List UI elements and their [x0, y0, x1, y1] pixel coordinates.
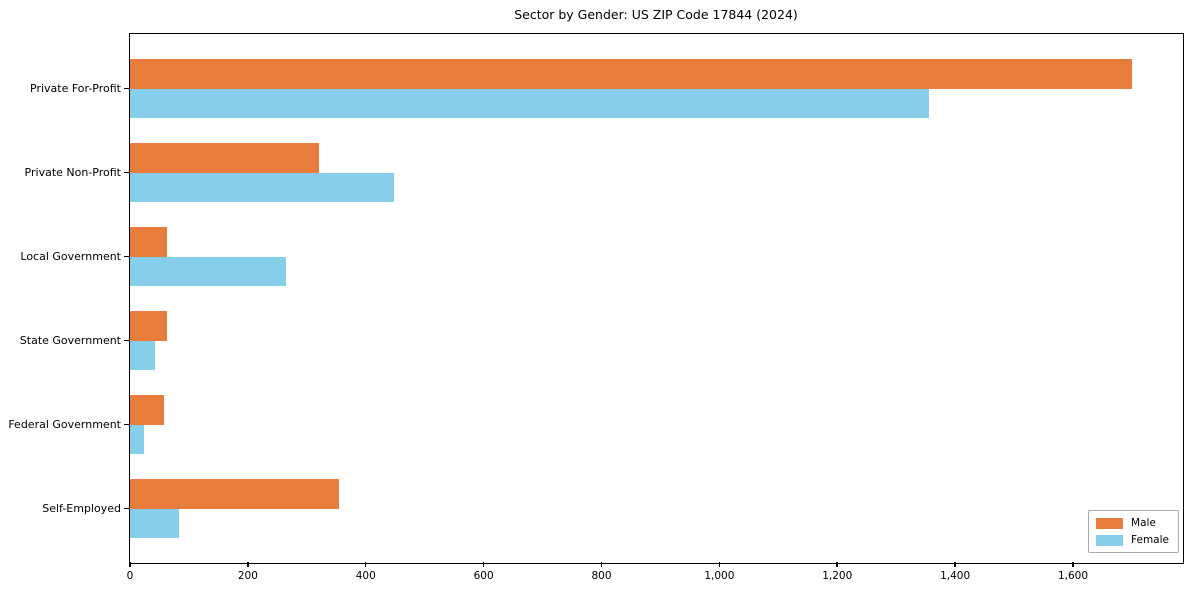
x-tick-label-200: 200 — [237, 570, 258, 582]
bar-male-state-government — [130, 311, 167, 341]
bar-female-self-employed — [130, 508, 179, 538]
chart-title: Sector by Gender: US ZIP Code 17844 (202… — [514, 7, 798, 22]
plot-area: 0 200 400 600 800 1,000 1,200 1,400 1,600 Male F… — [123, 32, 1184, 582]
bar-male-local-government — [130, 227, 167, 257]
y-tick-local-government — [123, 255, 129, 258]
bar-female-state-government — [130, 340, 155, 370]
y-label-private-non-profit: Private Non-Profit — [24, 165, 121, 179]
bar-female-private-non-profit — [130, 172, 395, 202]
bar-female-private-for-profit — [130, 88, 930, 118]
x-tick-1200 — [836, 562, 838, 567]
bar-male-private-for-profit — [130, 59, 1132, 89]
y-tick-private-for-profit — [123, 87, 129, 90]
x-tick-label-1400: 1,400 — [940, 570, 971, 582]
y-tick-federal-government — [123, 423, 129, 426]
legend-entry-male: Male — [1096, 517, 1169, 529]
legend-entry-female: Female — [1096, 534, 1169, 546]
legend: Male Female — [1088, 510, 1179, 553]
x-tick-label-800: 800 — [591, 570, 612, 582]
y-label-self-employed: Self-Employed — [42, 501, 121, 515]
bar-male-federal-government — [130, 395, 164, 425]
y-tick-self-employed — [123, 507, 129, 510]
bar-male-private-non-profit — [130, 143, 319, 173]
legend-label-female: Female — [1131, 534, 1169, 546]
y-label-private-for-profit: Private For-Profit — [30, 81, 121, 95]
legend-swatch-female — [1096, 534, 1124, 546]
x-tick-0 — [129, 562, 131, 567]
x-tick-label-1000: 1,000 — [704, 570, 735, 582]
x-tick-label-0: 0 — [126, 570, 134, 582]
x-tick-400 — [364, 562, 367, 567]
legend-swatch-male — [1096, 517, 1124, 529]
x-tick-1000 — [718, 562, 721, 567]
y-tick-state-government — [123, 339, 129, 342]
legend-label-male: Male — [1131, 517, 1156, 529]
bar-male-self-employed — [130, 479, 340, 509]
x-tick-label-600: 600 — [473, 570, 494, 582]
x-tick-1600 — [1072, 562, 1074, 567]
x-tick-label-1600: 1,600 — [1057, 570, 1088, 582]
x-tick-600 — [482, 562, 485, 567]
y-label-state-government: State Government — [19, 333, 121, 347]
x-tick-label-1200: 1,200 — [822, 570, 853, 582]
x-tick-1400 — [954, 562, 956, 567]
y-label-federal-government: Federal Government — [8, 417, 121, 431]
x-tick-200 — [247, 562, 249, 567]
x-tick-label-400: 400 — [355, 570, 376, 582]
bar-female-federal-government — [130, 424, 144, 454]
bar-female-local-government — [130, 256, 287, 286]
x-tick-800 — [600, 562, 603, 567]
y-tick-private-non-profit — [123, 171, 129, 174]
y-label-local-government: Local Government — [20, 249, 121, 263]
